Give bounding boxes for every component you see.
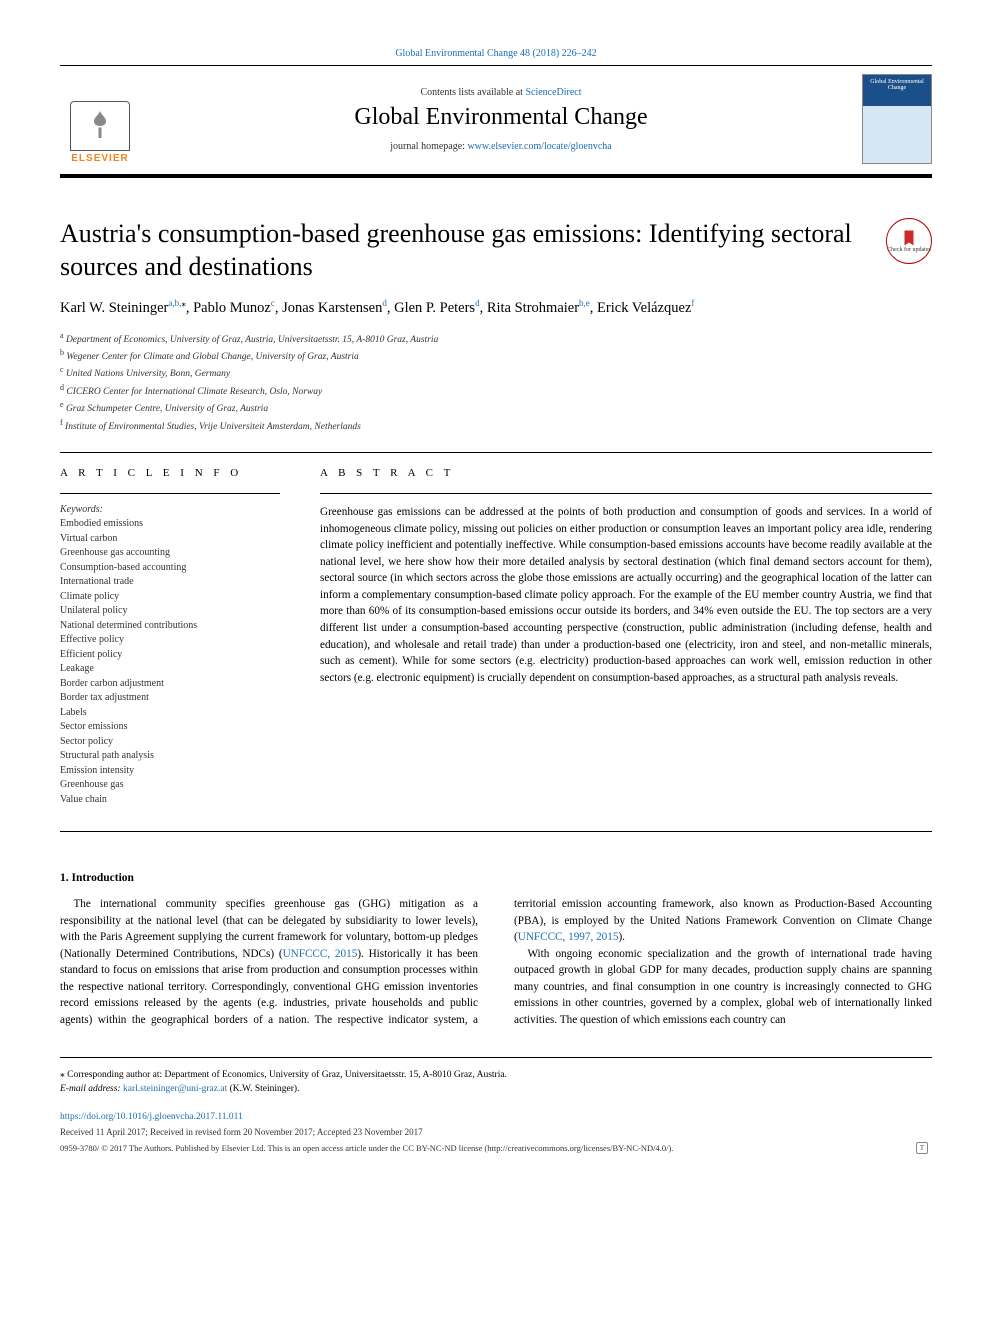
sciencedirect-link[interactable]: ScienceDirect <box>525 87 581 98</box>
keyword-item: Virtual carbon <box>60 532 280 547</box>
journal-homepage-line: journal homepage: www.elsevier.com/locat… <box>156 141 846 152</box>
section-1-heading: 1. Introduction <box>60 872 932 884</box>
keyword-item: Efficient policy <box>60 648 280 663</box>
author-1: Karl W. Steiningera,b,⁎ <box>60 300 186 316</box>
keyword-item: Sector emissions <box>60 720 280 735</box>
contents-available-line: Contents lists available at ScienceDirec… <box>156 87 846 98</box>
email-label: E-mail address: <box>60 1084 123 1094</box>
bookmark-icon <box>900 229 918 247</box>
homepage-prefix: journal homepage: <box>390 141 467 152</box>
affiliation-item: a Department of Economics, University of… <box>60 330 932 347</box>
abstract-heading: A B S T R A C T <box>320 467 932 479</box>
keyword-item: Greenhouse gas accounting <box>60 546 280 561</box>
keyword-item: Unilateral policy <box>60 604 280 619</box>
keyword-item: Effective policy <box>60 633 280 648</box>
corresponding-author-note: ⁎ Corresponding author at: Department of… <box>60 1068 932 1082</box>
keyword-item: National determined contributions <box>60 619 280 634</box>
author-2: Pablo Munozc <box>193 300 275 316</box>
keyword-item: Greenhouse gas <box>60 778 280 793</box>
keyword-item: Consumption-based accounting <box>60 561 280 576</box>
paragraph-2: With ongoing economic specialization and… <box>514 946 932 1029</box>
divider <box>60 493 280 494</box>
elsevier-wordmark: ELSEVIER <box>71 153 128 164</box>
ref-unfccc-1997-2015[interactable]: UNFCCC, 1997, 2015 <box>518 931 619 943</box>
journal-name: Global Environmental Change <box>156 104 846 131</box>
affiliation-item: d CICERO Center for International Climat… <box>60 382 932 399</box>
author-5: Rita Strohmaierb,e <box>487 300 590 316</box>
divider <box>60 452 932 453</box>
masthead: ELSEVIER Contents lists available at Sci… <box>60 65 932 178</box>
journal-homepage-link[interactable]: www.elsevier.com/locate/gloenvcha <box>467 141 611 152</box>
article-history: Received 11 April 2017; Received in revi… <box>60 1126 932 1140</box>
divider <box>60 831 932 832</box>
keyword-item: Labels <box>60 706 280 721</box>
article-info-heading: A R T I C L E I N F O <box>60 467 280 479</box>
keywords-label: Keywords: <box>60 504 280 515</box>
author-6: Erick Velázquezf <box>597 300 694 316</box>
updates-badge-label: Check for updates <box>887 247 931 253</box>
keyword-item: Climate policy <box>60 590 280 605</box>
copyright-line: 0959-3780/ © 2017 The Authors. Published… <box>60 1142 932 1155</box>
keyword-item: Structural path analysis <box>60 749 280 764</box>
affiliation-item: c United Nations University, Bonn, Germa… <box>60 364 932 381</box>
affiliation-item: e Graz Schumpeter Centre, University of … <box>60 399 932 416</box>
citation-link[interactable]: Global Environmental Change 48 (2018) 22… <box>395 48 596 59</box>
corresponding-email-link[interactable]: karl.steininger@uni-graz.at <box>123 1084 227 1094</box>
check-for-updates-badge[interactable]: Check for updates <box>886 218 932 264</box>
abstract-text: Greenhouse gas emissions can be addresse… <box>320 504 932 686</box>
author-4: Glen P. Petersd <box>394 300 479 316</box>
keyword-item: Leakage <box>60 662 280 677</box>
keyword-item: Embodied emissions <box>60 517 280 532</box>
doi-line: https://doi.org/10.1016/j.gloenvcha.2017… <box>60 1110 932 1124</box>
affiliation-list: a Department of Economics, University of… <box>60 330 932 434</box>
journal-cover-thumbnail: Global Environmental Change <box>862 74 932 164</box>
keyword-item: International trade <box>60 575 280 590</box>
contents-prefix: Contents lists available at <box>420 87 525 98</box>
keyword-item: Value chain <box>60 793 280 808</box>
affiliation-item: f Institute of Environmental Studies, Vr… <box>60 417 932 434</box>
keyword-item: Sector policy <box>60 735 280 750</box>
keyword-list: Embodied emissionsVirtual carbonGreenhou… <box>60 517 280 807</box>
ref-unfccc-2015[interactable]: UNFCCC, 2015 <box>283 948 358 960</box>
author-3: Jonas Karstensend <box>282 300 387 316</box>
footnotes: ⁎ Corresponding author at: Department of… <box>60 1057 932 1155</box>
doi-link[interactable]: https://doi.org/10.1016/j.gloenvcha.2017… <box>60 1112 243 1122</box>
affiliation-item: b Wegener Center for Climate and Global … <box>60 347 932 364</box>
author-list: Karl W. Steiningera,b,⁎, Pablo Munozc, J… <box>60 297 932 320</box>
cover-thumb-title: Global Environmental Change <box>863 79 931 91</box>
citation-line: Global Environmental Change 48 (2018) 22… <box>60 48 932 59</box>
crossmark-icon: T <box>916 1142 928 1154</box>
divider <box>320 493 932 494</box>
email-line: E-mail address: karl.steininger@uni-graz… <box>60 1082 932 1096</box>
body-text: The international community specifies gr… <box>60 896 932 1029</box>
article-title: Austria's consumption-based greenhouse g… <box>60 218 866 283</box>
elsevier-tree-icon <box>70 101 130 151</box>
keyword-item: Border carbon adjustment <box>60 677 280 692</box>
keyword-item: Emission intensity <box>60 764 280 779</box>
elsevier-logo: ELSEVIER <box>60 74 140 164</box>
keyword-item: Border tax adjustment <box>60 691 280 706</box>
